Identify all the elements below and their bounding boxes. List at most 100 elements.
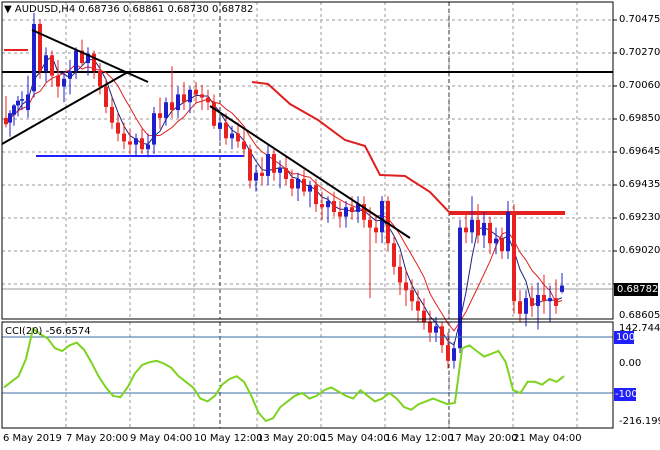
cci-title: CCI(20) -56.6574 — [5, 326, 91, 337]
time-label: 21 May 04:00 — [513, 433, 582, 444]
bear-candle — [512, 211, 516, 302]
bear-candle — [488, 222, 492, 244]
bull-candle — [188, 89, 192, 103]
bear-candle — [530, 298, 534, 306]
bull-candle — [146, 144, 150, 150]
bull-candle — [470, 219, 474, 233]
trend-line — [31, 29, 149, 83]
bull-candle — [68, 70, 72, 79]
bull-candle — [134, 138, 138, 145]
bull-candle — [524, 298, 528, 314]
high-value: 0.68861 — [122, 4, 165, 15]
bull-candle — [434, 326, 438, 333]
bear-candle — [212, 102, 216, 126]
price-label: 0.69435 — [619, 179, 660, 190]
bear-candle — [98, 70, 102, 87]
cci-level-100: 100 — [614, 331, 636, 344]
bull-candle — [458, 227, 462, 349]
bear-candle — [200, 94, 204, 98]
moving-averages — [5, 55, 565, 346]
bear-candle — [464, 227, 468, 233]
bull-candle — [308, 185, 312, 192]
bear-candle — [182, 94, 186, 103]
time-label: 16 May 12:00 — [385, 433, 454, 444]
bear-candle — [272, 153, 276, 173]
red-trail-line — [251, 81, 565, 213]
bear-candle — [158, 113, 162, 118]
bear-candle — [128, 141, 132, 145]
price-label: 0.70060 — [619, 80, 660, 91]
bear-candle — [236, 133, 240, 142]
bull-candle — [26, 94, 30, 111]
bull-candle — [12, 105, 16, 115]
bull-candle — [326, 200, 330, 208]
time-label: 17 May 20:00 — [449, 433, 518, 444]
time-label: 7 May 20:00 — [66, 433, 129, 444]
cci-line — [3, 326, 565, 423]
bear-candle — [404, 282, 408, 291]
bull-candle — [86, 53, 90, 64]
bear-candle — [554, 298, 558, 306]
bear-candle — [302, 179, 306, 192]
bear-candle — [446, 345, 450, 361]
bear-candle — [224, 122, 228, 139]
trend-lines — [1, 29, 411, 239]
bear-candle — [416, 301, 420, 311]
slow-ma-line — [5, 63, 563, 332]
candlesticks — [4, 12, 564, 369]
bear-candle — [92, 53, 96, 71]
bear-candle — [284, 168, 288, 180]
bear-candle — [116, 122, 120, 134]
open-value: 0.68736 — [78, 4, 120, 15]
price-label: 0.69230 — [619, 212, 660, 223]
time-label: 6 May 2019 — [3, 433, 62, 444]
bull-candle — [278, 168, 282, 173]
cci-level-minus-100: -100 — [614, 388, 638, 401]
bear-candle — [350, 207, 354, 212]
cci-scale-max: 142.7444 — [619, 323, 660, 334]
bull-candle — [176, 94, 180, 111]
time-label: 10 May 12:00 — [194, 433, 263, 444]
price-label: 0.69850 — [619, 113, 660, 124]
chart-frame — [1, 1, 617, 429]
main-pane-border — [1, 1, 614, 320]
bull-candle — [356, 204, 360, 212]
trend-line — [1, 71, 129, 145]
bear-candle — [398, 266, 402, 283]
cci-indicator — [2, 326, 613, 423]
close-value: 0.68782 — [212, 4, 254, 15]
bear-candle — [122, 133, 126, 142]
price-label: 0.69020 — [619, 245, 660, 256]
bull-candle — [164, 102, 168, 118]
bear-candle — [242, 141, 246, 150]
bull-candle — [482, 222, 486, 236]
collapse-arrow-icon[interactable]: ▼ — [4, 4, 12, 15]
cci-zero: 0.00 — [619, 358, 642, 369]
price-label: 0.69645 — [619, 146, 660, 157]
bull-candle — [380, 200, 384, 233]
bear-candle — [476, 219, 480, 236]
time-label: 13 May 20:00 — [257, 433, 326, 444]
bear-candle — [4, 117, 8, 125]
bear-candle — [170, 102, 174, 111]
bull-candle — [218, 122, 222, 129]
bear-candle — [110, 106, 114, 123]
bear-candle — [374, 227, 378, 233]
bear-candle — [332, 200, 336, 212]
trend-line — [209, 105, 411, 239]
bear-candle — [140, 138, 144, 150]
bear-candle — [50, 55, 54, 76]
bear-candle — [206, 97, 210, 103]
bear-candle — [362, 204, 366, 220]
bull-candle — [266, 153, 270, 176]
price-label: 0.70270 — [619, 47, 660, 58]
symbol-label: AUDUSD,H4 — [14, 4, 76, 15]
chart-title: ▼ AUDUSD,H4 0.68736 0.68861 0.68730 0.68… — [4, 4, 253, 16]
cci-pane-border — [1, 321, 614, 429]
bear-candle — [314, 185, 318, 205]
bear-candle — [320, 204, 324, 208]
bear-candle — [104, 86, 108, 107]
bear-candle — [290, 179, 294, 189]
time-label: 9 May 04:00 — [130, 433, 193, 444]
